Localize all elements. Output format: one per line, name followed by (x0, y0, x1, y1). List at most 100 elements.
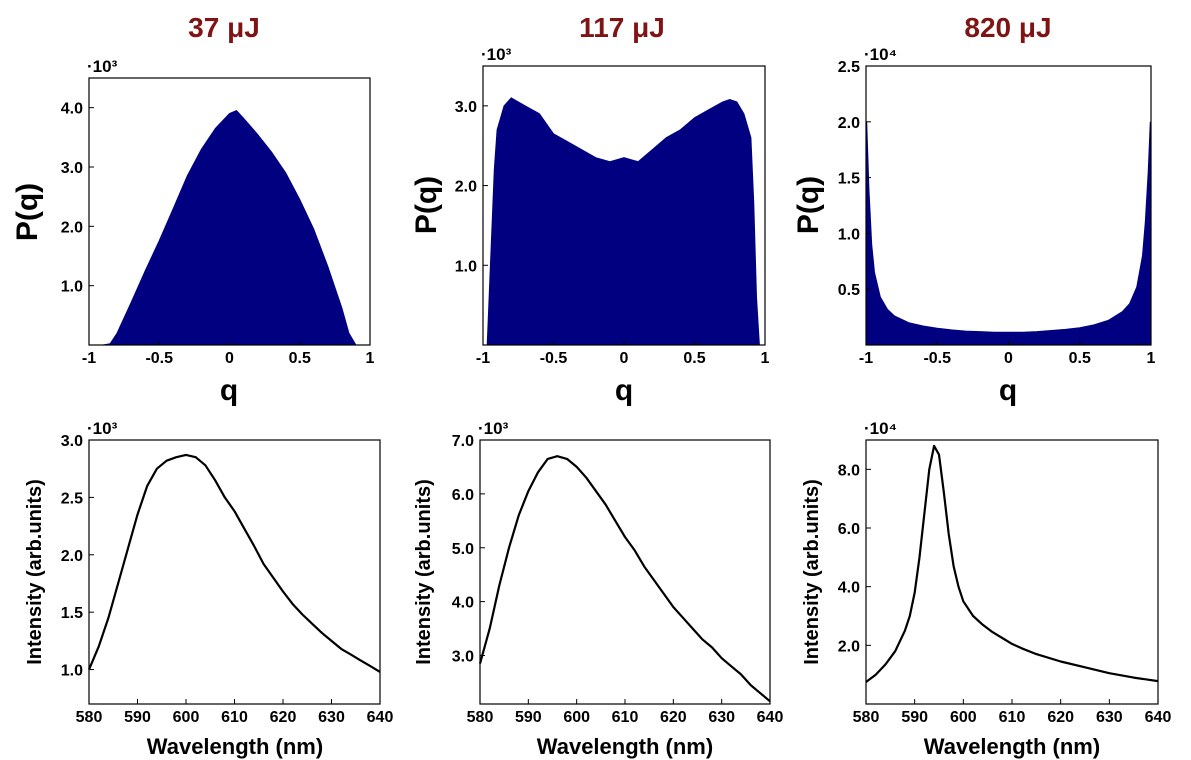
y-tick-label: 8.0 (838, 462, 860, 479)
plot-frame (865, 65, 1152, 346)
y-tick-label: 1.0 (455, 258, 477, 275)
y-tick-label: 2.0 (838, 638, 860, 655)
x-axis-label: q (999, 374, 1017, 407)
x-axis-label: Wavelength (nm) (147, 734, 323, 759)
column-title-117uj: 117 μJ (579, 12, 665, 43)
y-tick-label: 4.0 (838, 580, 860, 597)
x-tick-label: 590 (901, 709, 928, 726)
y-tick-label: 4.0 (452, 595, 474, 612)
axis-multiplier: ·10⁴ (864, 45, 897, 64)
x-tick-label: 580 (853, 709, 880, 726)
x-tick-label: 610 (612, 709, 639, 726)
x-tick-label: -1 (476, 350, 490, 367)
chart-panel-5: 580 590 600 610 620 630 640 3.0 4.0 5.0 6.0 7.0·10³… (413, 419, 783, 759)
x-tick-label: 640 (367, 709, 394, 726)
y-axis-label: P(q) (410, 176, 443, 234)
histogram-area (483, 97, 765, 346)
x-tick-label: 0.5 (1069, 350, 1091, 367)
x-tick-label: 1 (1147, 350, 1156, 367)
y-tick-label: 1.5 (838, 171, 860, 188)
column-title-37uj: 37 μJ (188, 12, 260, 43)
plot-frame (865, 439, 1159, 705)
spectrum-line (865, 444, 1159, 683)
x-tick-label: 580 (467, 709, 494, 726)
y-tick-label: 0.5 (838, 282, 860, 299)
x-axis-label: q (220, 374, 238, 407)
x-tick-label: 630 (318, 709, 345, 726)
x-tick-label: -0.5 (923, 350, 951, 367)
x-tick-label: 610 (221, 709, 248, 726)
x-tick-label: 0 (1004, 350, 1013, 367)
axis-multiplier: ·10⁴ (864, 419, 897, 438)
y-tick-label: 7.0 (452, 433, 474, 450)
x-tick-label: -0.5 (145, 350, 173, 367)
y-tick-label: 1.0 (838, 226, 860, 243)
x-tick-label: 610 (999, 709, 1026, 726)
y-tick-label: 1.5 (61, 605, 83, 622)
y-tick-label: 4.0 (61, 101, 83, 118)
x-tick-label: -1 (859, 350, 873, 367)
x-tick-label: 620 (1047, 709, 1074, 726)
spectrum-line (87, 453, 381, 673)
chart-panel-2: -1 -0.5 0 0.5 1 1.0 2.0 3.0 ·10³ q P(q) (410, 45, 770, 407)
y-tick-label: 3.0 (455, 99, 477, 116)
x-axis-label: q (615, 374, 633, 407)
chart-panel-6: 580 590 600 610 620 630 640 2.0 4.0 6.0 8.0 ·10⁴ Wav… (801, 419, 1171, 759)
x-tick-label: 1 (761, 350, 770, 367)
x-tick-label: 620 (660, 709, 687, 726)
x-tick-label: 600 (563, 709, 590, 726)
axis-multiplier: ·10³ (87, 57, 118, 76)
plot-frame (88, 439, 381, 705)
y-tick-label: 2.0 (61, 219, 83, 236)
axis-multiplier: ·10³ (87, 419, 118, 438)
x-tick-label: 590 (515, 709, 542, 726)
x-tick-label: 600 (950, 709, 977, 726)
x-tick-label: 1 (366, 350, 375, 367)
y-tick-label: 3.0 (61, 433, 83, 450)
x-tick-label: 0 (620, 350, 629, 367)
axis-multiplier: ·10³ (481, 45, 512, 64)
x-tick-label: 620 (270, 709, 297, 726)
x-tick-label: -0.5 (540, 350, 568, 367)
x-tick-label: 630 (708, 709, 735, 726)
x-tick-label: 0 (225, 350, 234, 367)
y-tick-label: 3.0 (452, 649, 474, 666)
x-tick-label: 0.5 (683, 350, 705, 367)
y-tick-label: 2.0 (838, 115, 860, 132)
x-axis-label: Wavelength (nm) (924, 734, 1100, 759)
axis-multiplier: ·10³ (478, 419, 509, 438)
x-tick-label: 640 (1145, 709, 1172, 726)
spectrum-line (478, 455, 771, 703)
y-axis-label: P(q) (792, 176, 825, 234)
x-tick-label: 590 (124, 709, 151, 726)
chart-panel-1: -1 -0.5 0 0.5 1 1.0 2.0 3.0 4.0 ·10³ q P(q) (11, 57, 375, 407)
y-tick-label: 5.0 (452, 541, 474, 558)
x-tick-label: 0.5 (289, 350, 311, 367)
x-axis-label: Wavelength (nm) (537, 734, 713, 759)
x-tick-label: 600 (173, 709, 200, 726)
y-tick-label: 1.0 (61, 279, 83, 296)
y-tick-label: 2.5 (61, 490, 83, 507)
x-tick-label: 630 (1096, 709, 1123, 726)
chart-panel-4: 580 590 600 610 620 630 640 1.0 1.5 2.0 2.5 3.0·10³… (24, 419, 393, 759)
y-tick-label: 2.5 (838, 59, 860, 76)
y-tick-label: 6.0 (452, 487, 474, 504)
y-axis-label: Intensity (arb.units) (413, 479, 435, 665)
y-tick-label: 1.0 (61, 663, 83, 680)
x-tick-label: -1 (82, 350, 96, 367)
x-tick-label: 640 (757, 709, 784, 726)
y-axis-label: P(q) (11, 183, 44, 241)
x-tick-label: 580 (76, 709, 103, 726)
column-title-820uj: 820 μJ (964, 12, 1051, 43)
y-tick-label: 3.0 (61, 160, 83, 177)
histogram-area (865, 121, 1152, 346)
y-tick-label: 2.0 (61, 548, 83, 565)
chart-panel-3: -1 -0.5 0 0.5 1 0.5 1.0 1.5 2.0 2.5·10⁴ q P(q) (792, 45, 1156, 407)
y-axis-label: Intensity (arb.units) (24, 479, 46, 665)
y-axis-label: Intensity (arb.units) (801, 479, 823, 665)
histogram-area (89, 110, 370, 346)
y-tick-label: 2.0 (455, 179, 477, 196)
y-tick-label: 6.0 (838, 521, 860, 538)
plot-frame (479, 439, 771, 705)
